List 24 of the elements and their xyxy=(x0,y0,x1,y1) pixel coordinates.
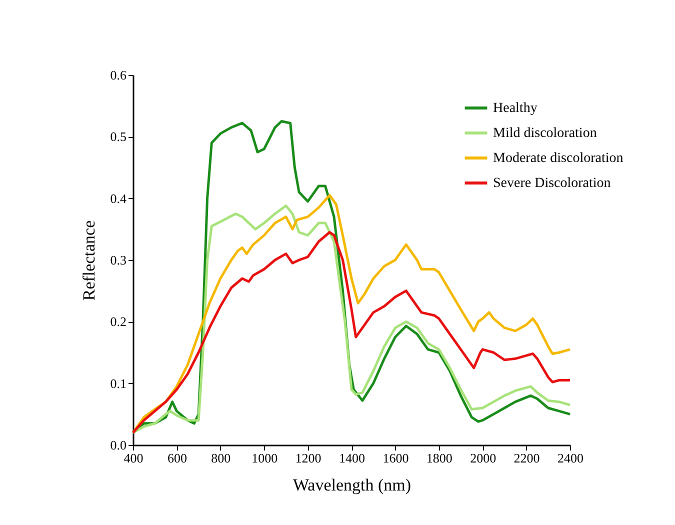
legend-label: Mild discoloration xyxy=(493,126,597,141)
y-tick-label: 0.6 xyxy=(110,68,127,82)
x-tick-label: 600 xyxy=(167,450,187,466)
x-tick-label: 1800 xyxy=(426,450,452,466)
legend-label: Severe Discoloration xyxy=(493,176,611,191)
x-axis-title: Wavelength (nm) xyxy=(292,476,412,494)
x-tick-label: 2200 xyxy=(514,450,540,466)
legend-label: Healthy xyxy=(493,101,538,116)
x-tick-label: 1400 xyxy=(339,450,365,466)
y-tick-label: 0.2 xyxy=(110,314,126,330)
x-tick-label: 1600 xyxy=(382,450,409,466)
x-tick-label: 1000 xyxy=(252,450,278,466)
y-tick-label: 0.3 xyxy=(110,252,126,268)
y-tick-label: 0.1 xyxy=(110,376,126,391)
legend-label: Moderate discoloration xyxy=(493,151,624,166)
y-tick-label: 0.0 xyxy=(110,438,126,452)
x-tick-label: 2400 xyxy=(558,450,584,466)
x-tick-label: 1200 xyxy=(295,450,322,466)
y-tick-label: 0.4 xyxy=(110,190,127,206)
y-axis-title: Reflectance xyxy=(79,220,98,301)
y-tick-label: 0.5 xyxy=(110,129,126,144)
x-tick-label: 800 xyxy=(211,450,231,466)
x-tick-label: 400 xyxy=(124,450,144,466)
x-tick-label: 2000 xyxy=(470,450,496,466)
